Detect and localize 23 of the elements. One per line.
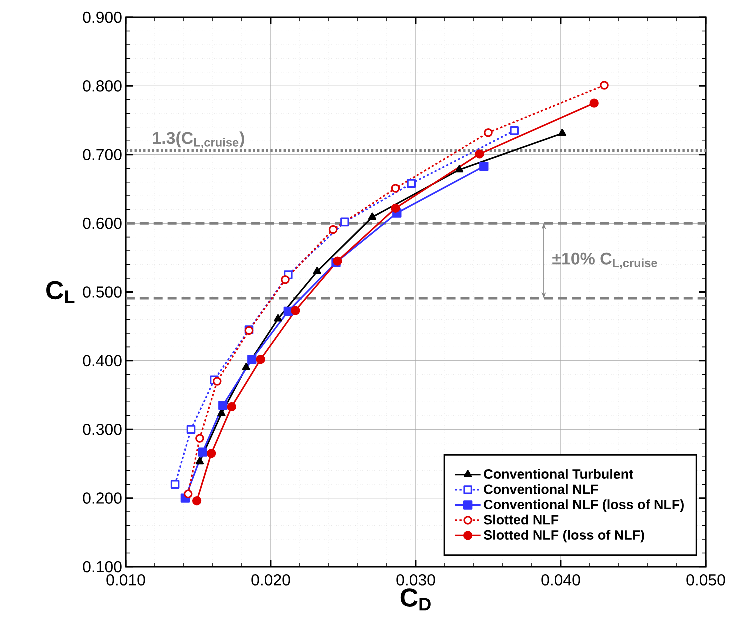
x-axis-title: C$_{D}$ [400,588,431,611]
x-tick-label: 0.040 [542,574,580,586]
legend-label: Slotted NLF (loss of NLF) [484,530,644,543]
legend-label: Conventional NLF (loss of NLF) [484,500,684,512]
x-tick-label: 0.030 [396,574,436,586]
legend-label: Slotted NLF [484,514,559,525]
x-tick-label: 0.010 [106,574,146,586]
legend-label: Conventional NLF [484,484,598,494]
y-tick-label: 0.900 [83,12,122,24]
legend-label: Conventional Turbulent [484,469,634,480]
x-tick-label: 0.050 [686,574,726,586]
y-tick-label: 0.800 [83,80,122,92]
y-tick-label: 0.600 [83,218,122,230]
y-tick-label: 0.200 [83,492,122,504]
y-tick-label: 0.300 [83,424,122,436]
y-tick-label: 0.100 [83,561,122,573]
y-tick-label: 0.500 [83,286,122,298]
y-tick-label: 0.400 [83,355,122,367]
y-tick-label: 0.700 [83,149,122,161]
x-tick-label: 0.020 [252,574,290,586]
ref-line-label: 1.3(C$_{L,cruise}$) [153,132,244,149]
y-axis-title: C$_{L}$ [46,281,75,304]
annotation: ±10% C$_{L,cruise}$ [552,252,658,270]
